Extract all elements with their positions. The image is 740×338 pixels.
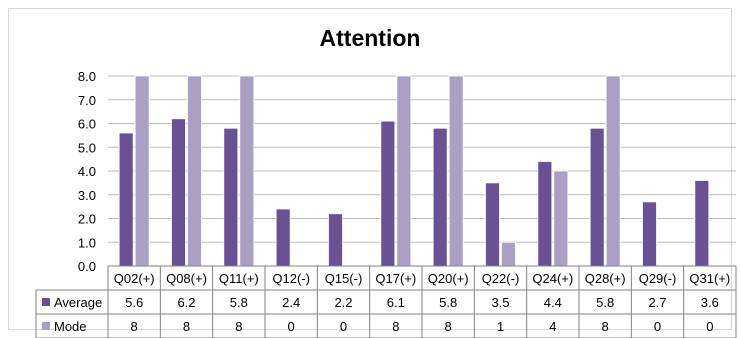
category-label: Q20(+) (428, 271, 469, 286)
y-tick-label: 6.0 (78, 117, 96, 132)
y-tick-label: 1.0 (78, 235, 96, 250)
data-label: 5.8 (596, 295, 614, 310)
data-label: 2.2 (334, 295, 352, 310)
data-label: 5.8 (439, 295, 457, 310)
bar-average (171, 118, 186, 267)
data-label: 1 (497, 319, 504, 334)
chart-title: Attention (319, 25, 421, 51)
bar-average (118, 132, 134, 267)
category-label: Q08(+) (166, 271, 207, 286)
y-tick-label: 8.0 (78, 69, 96, 84)
data-label: 4.4 (544, 295, 562, 310)
data-label: 0 (340, 319, 347, 334)
data-label: 8 (602, 319, 609, 334)
y-tick-label: 0.0 (78, 259, 96, 274)
category-label: Q29(-) (639, 271, 677, 286)
category-label: Q28(+) (585, 271, 626, 286)
data-label: 6.1 (387, 295, 405, 310)
data-label: 0 (288, 319, 295, 334)
y-tick-label: 7.0 (78, 93, 96, 108)
bar-mode (553, 170, 569, 267)
data-label: 0 (706, 319, 713, 334)
bar-average (328, 213, 343, 267)
bar-average (537, 161, 553, 267)
y-tick-label: 5.0 (78, 140, 96, 155)
data-label: 6.2 (177, 295, 195, 310)
bar-average (432, 127, 448, 267)
bar-mode (396, 75, 412, 267)
category-label: Q31(+) (689, 271, 730, 286)
category-label: Q22(-) (482, 271, 520, 286)
data-label: 8 (235, 319, 242, 334)
legend-swatch-mode (42, 322, 50, 330)
data-label: 2.7 (648, 295, 666, 310)
data-label: 4 (549, 319, 556, 334)
category-label: Q11(+) (219, 271, 259, 286)
bar-mode (605, 75, 621, 267)
legend-swatch-average (42, 298, 50, 306)
legend-label-mode: Mode (54, 319, 87, 334)
legend-label-average: Average (54, 295, 102, 310)
data-label: 2.4 (282, 295, 300, 310)
bar-mode (187, 75, 202, 267)
data-label: 3.5 (491, 295, 509, 310)
data-label: 0 (654, 319, 661, 334)
bar-average (642, 201, 657, 267)
category-label: Q24(+) (532, 271, 573, 286)
data-label: 8 (445, 319, 452, 334)
category-label: Q02(+) (114, 271, 155, 286)
data-label: 8 (131, 319, 138, 334)
data-label: 8 (183, 319, 190, 334)
bar-average (694, 180, 710, 267)
data-label: 5.8 (230, 295, 248, 310)
category-label: Q17(+) (375, 271, 416, 286)
bar-mode (501, 241, 516, 267)
bar-average (275, 208, 291, 267)
bar-mode (448, 75, 464, 267)
data-label: 3.6 (701, 295, 719, 310)
bar-average (223, 127, 239, 267)
data-label: 8 (392, 319, 399, 334)
category-label: Q15(-) (325, 271, 363, 286)
bar-average (589, 127, 605, 267)
category-label: Q12(-) (272, 271, 310, 286)
y-tick-label: 4.0 (78, 164, 96, 179)
data-label: 5.6 (125, 295, 143, 310)
bar-mode (239, 75, 255, 267)
y-tick-label: 2.0 (78, 212, 96, 227)
bar-average (380, 120, 396, 267)
bar-mode (134, 75, 150, 267)
bar-average (485, 182, 500, 267)
y-tick-label: 3.0 (78, 188, 96, 203)
